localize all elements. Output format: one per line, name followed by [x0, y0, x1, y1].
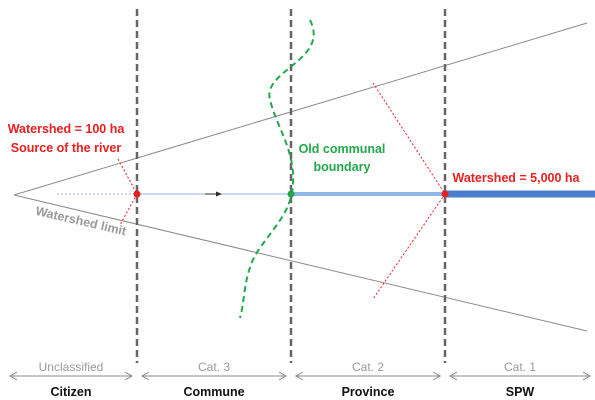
extent-arrow-cat1 [448, 371, 592, 381]
flow-direction-arrow [205, 191, 222, 197]
source-of-river-label: Source of the river [11, 141, 122, 155]
category-label-cat2: Cat. 2 [352, 360, 384, 374]
category-label-cat1: Cat. 1 [504, 360, 536, 374]
extent-arrow-cat2 [294, 371, 442, 381]
authority-label-spw: SPW [506, 385, 535, 399]
watershed-5000-node [441, 190, 449, 198]
old-communal-boundary-line [239, 19, 315, 319]
watershed-upper-limit [13, 22, 588, 196]
category-label-unclassified: Unclassified [39, 360, 104, 374]
authority-label-province: Province [342, 385, 395, 399]
old-boundary-node [287, 190, 295, 198]
watershed-5000-delineation-lower [372, 193, 446, 300]
watershed-5000-delineation-upper [372, 82, 446, 195]
watershed-100-delineation-upper [117, 158, 138, 195]
extent-arrow-cat3 [140, 371, 288, 381]
authority-label-citizen: Citizen [51, 385, 92, 399]
watershed-100-delineation-lower [119, 193, 138, 226]
authority-label-commune: Commune [183, 385, 244, 399]
old-boundary-label-line1: Old communal [299, 142, 386, 156]
watershed-limit-label: Watershed limit [34, 204, 128, 239]
source-node [133, 190, 141, 198]
extent-arrow-unclassified [8, 371, 134, 381]
old-boundary-label-line2: boundary [314, 160, 371, 174]
watershed-lower-limit [13, 194, 588, 332]
watershed-100-label: Watershed = 100 ha [8, 122, 126, 136]
category-label-cat3: Cat. 3 [198, 360, 230, 374]
watershed-5000-label: Watershed = 5,000 ha [452, 171, 580, 185]
